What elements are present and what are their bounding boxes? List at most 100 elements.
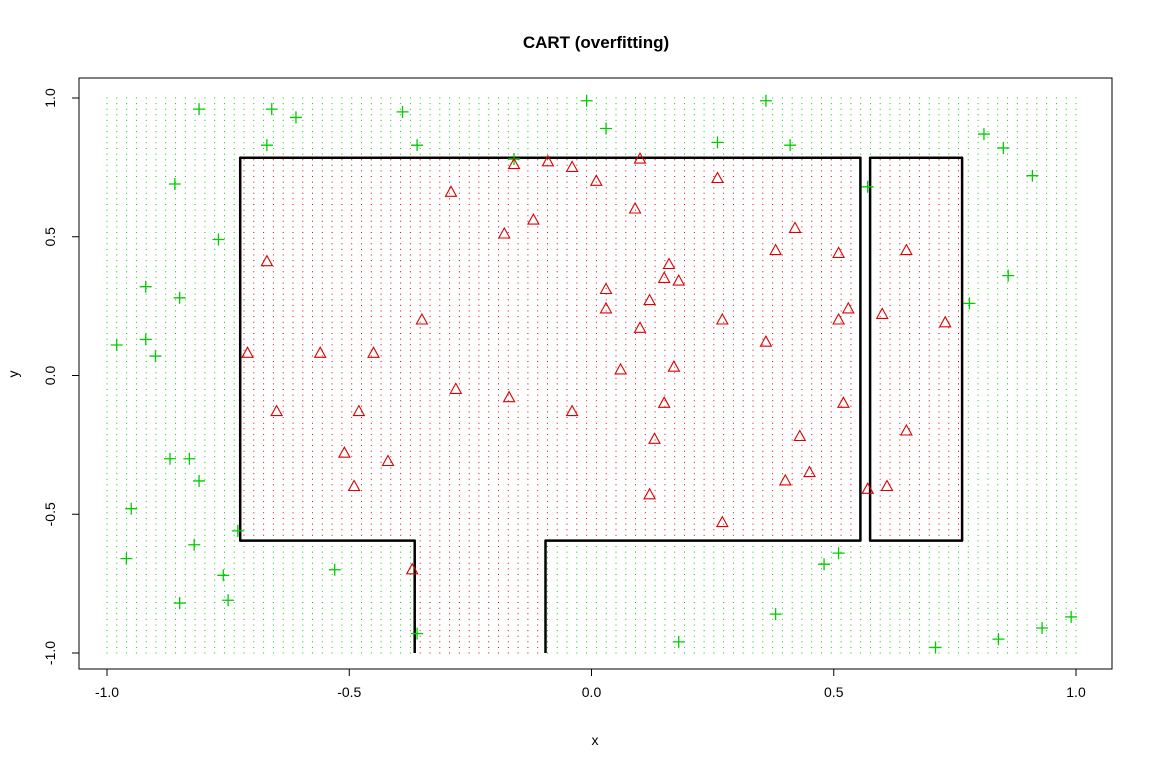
- plus-point: [222, 594, 235, 607]
- data-points: [110, 94, 1078, 654]
- triangle-point: [599, 282, 613, 295]
- region-grid-plus: [106, 97, 1077, 654]
- triangle-point: [667, 360, 681, 372]
- plus-point: [193, 103, 206, 116]
- triangle-point: [643, 487, 657, 500]
- plus-point: [193, 474, 206, 487]
- plus-point: [265, 103, 278, 116]
- triangle-point: [507, 157, 521, 170]
- triangle-point: [367, 346, 380, 358]
- triangle-point: [565, 404, 579, 417]
- triangle-point: [793, 429, 807, 442]
- y-axis: -1.0 -0.5 0.0 0.5 1.0: [42, 88, 80, 665]
- plus-point: [784, 139, 797, 152]
- plus-point: [977, 128, 990, 141]
- plus-point: [183, 452, 196, 465]
- triangle-point: [599, 301, 613, 314]
- plus-point: [963, 297, 976, 310]
- x-tick-label: 0.5: [824, 684, 844, 700]
- triangle-point: [337, 446, 351, 458]
- y-tick-label: -0.5: [42, 502, 58, 526]
- triangle-point: [633, 321, 647, 333]
- y-axis-label: y: [5, 371, 21, 378]
- plus-point: [328, 563, 341, 576]
- triangle-point: [270, 404, 284, 417]
- plus-point: [580, 94, 593, 107]
- triangle-point: [769, 243, 783, 256]
- triangle-point: [381, 454, 395, 467]
- plus-point: [1002, 269, 1015, 282]
- plus-point: [832, 547, 845, 560]
- triangle-point: [662, 257, 676, 270]
- triangle-point: [352, 404, 366, 417]
- triangle-point: [832, 246, 846, 258]
- plus-point: [396, 105, 409, 118]
- triangle-point: [628, 201, 642, 214]
- decision-boundary: [238, 156, 964, 653]
- triangle-point: [715, 515, 729, 528]
- x-tick-label: 0.0: [582, 684, 602, 700]
- triangle-point: [938, 315, 952, 328]
- plus-point: [861, 180, 874, 193]
- plus-point: [260, 139, 273, 152]
- triangle-point: [836, 396, 850, 408]
- plus-point: [992, 633, 1005, 646]
- triangle-point: [449, 382, 463, 394]
- triangle-point: [643, 293, 657, 306]
- plus-point: [997, 141, 1010, 154]
- triangle-point: [880, 479, 894, 492]
- plus-point: [173, 597, 186, 610]
- plus-point: [711, 136, 724, 149]
- y-tick-label: 0.5: [42, 227, 58, 247]
- chart-title: CART (overfitting): [523, 33, 669, 52]
- plus-point: [1036, 622, 1049, 635]
- decision-region-grid: [106, 97, 1077, 654]
- triangle-point: [526, 212, 540, 225]
- plus-point: [231, 524, 244, 537]
- triangle-point: [415, 312, 429, 325]
- plus-point: [188, 538, 201, 551]
- plus-point: [1026, 169, 1039, 182]
- triangle-point: [759, 335, 773, 347]
- triangle-point: [657, 396, 671, 408]
- plus-point: [672, 635, 685, 648]
- triangle-point: [832, 312, 846, 325]
- plus-point: [173, 291, 186, 304]
- triangle-point: [672, 273, 686, 286]
- triangle-point: [589, 174, 603, 186]
- triangle-point: [715, 312, 729, 325]
- triangle-point: [657, 271, 671, 283]
- plus-point: [120, 552, 133, 565]
- triangle-point: [497, 226, 511, 239]
- plus-point: [110, 338, 123, 351]
- triangle-point: [803, 465, 816, 478]
- x-tick-label: -1.0: [95, 684, 119, 700]
- triangle-point: [648, 432, 661, 444]
- plus-point: [168, 178, 181, 191]
- triangle-point: [875, 307, 889, 319]
- y-tick-label: 0.0: [42, 366, 58, 386]
- plus-point: [217, 569, 230, 582]
- triangle-point: [861, 482, 875, 494]
- plus-point: [600, 122, 613, 135]
- triangle-point: [444, 185, 458, 197]
- plus-point: [139, 333, 152, 346]
- triangle-point: [841, 301, 855, 314]
- region-grid-triangle: [243, 159, 959, 654]
- boundary-right-region: [868, 156, 964, 542]
- triangle-point: [405, 562, 419, 575]
- triangle-point: [241, 346, 254, 358]
- plus-point: [759, 94, 772, 107]
- triangle-point: [778, 473, 792, 486]
- x-tick-label: 1.0: [1066, 684, 1086, 700]
- triangle-point: [788, 221, 802, 233]
- plus-point: [212, 233, 225, 246]
- triangle-point: [711, 171, 724, 184]
- triangle-point: [899, 423, 913, 436]
- triangle-point: [899, 243, 913, 256]
- triangle-point: [347, 479, 361, 492]
- triangle-point: [260, 254, 274, 267]
- plus-point: [411, 627, 424, 640]
- plus-point: [411, 139, 424, 152]
